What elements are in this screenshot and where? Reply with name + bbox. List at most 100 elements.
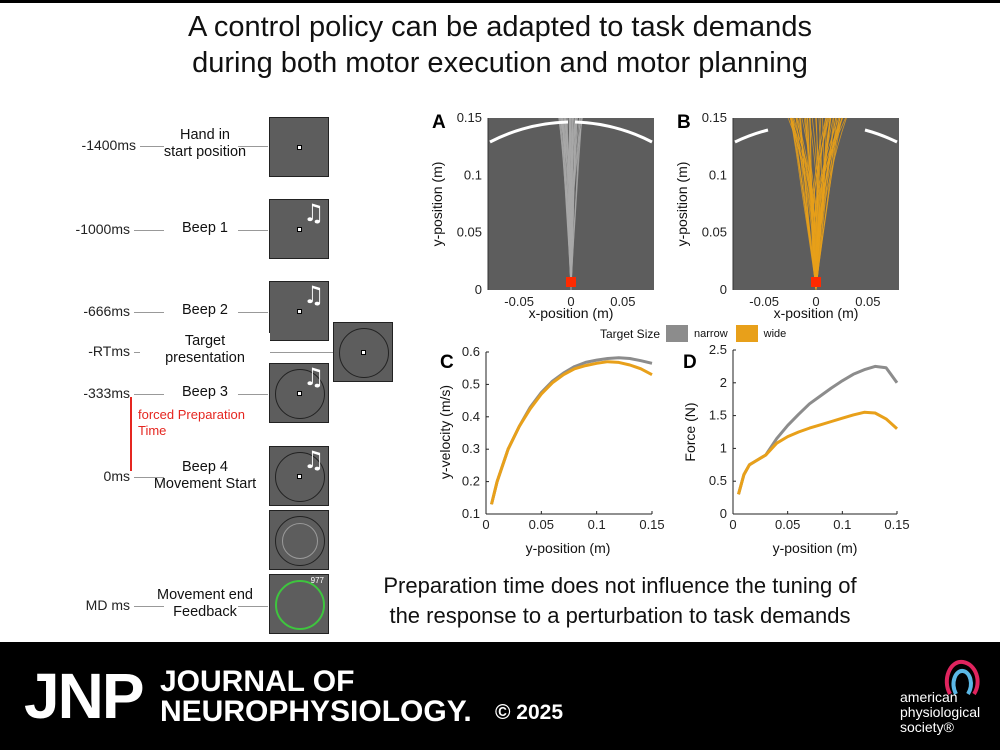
forced-prep-line1: forced Preparation [138, 407, 245, 422]
cursor-path-ring [282, 523, 318, 559]
music-note-icon: ♫ [303, 199, 325, 227]
forced-prep-bracket [130, 397, 132, 471]
x-tick-label: 0.15 [639, 517, 664, 532]
legend-title: Target Size [600, 326, 661, 341]
trajectory-trace [815, 117, 831, 291]
screen-movement [269, 510, 329, 570]
event-target-presentation: Target presentation [140, 333, 270, 367]
screen-beep-1: ♫ [269, 199, 329, 259]
figure-title-line-2: during both motor execution and motor pl… [192, 47, 808, 79]
y-tick-label: 0.1 [464, 167, 482, 182]
y-tick-label: 0.05 [457, 225, 482, 240]
time-label-0: 0ms [103, 468, 130, 484]
copyright-notice: © 2025 [495, 701, 564, 724]
event-label-line2: start position [163, 144, 247, 160]
figure-title-line-1: A control policy can be adapted to task … [188, 11, 812, 43]
feedback-ring [275, 580, 325, 630]
trajectory-trace [790, 117, 817, 291]
chart-b-target-arc-right [864, 128, 898, 144]
y-tick-label: 1.5 [709, 408, 727, 423]
chart-a-ticks: -0.05 0 0.05 0 0.05 0.1 0.15 [457, 110, 636, 309]
legend-label-wide: wide [763, 327, 787, 340]
y-tick-label: 0 [720, 282, 727, 297]
x-tick-label: 0.1 [833, 517, 851, 532]
time-label-333: -333ms [83, 385, 130, 401]
time-label-md: MD ms [85, 597, 130, 613]
timeline-tick [238, 312, 268, 313]
target-ring [339, 328, 389, 378]
timeline-tick [140, 146, 164, 147]
chart-b-target-arc-left [734, 128, 769, 144]
x-tick-label: 0 [812, 294, 819, 309]
y-tick-label: 1 [720, 440, 727, 455]
chart-d-ylabel: Force (N) [682, 402, 698, 461]
start-dot [297, 227, 302, 232]
start-dot [297, 474, 302, 479]
timeline-tick [134, 606, 164, 607]
y-tick-label: 0.2 [462, 474, 480, 489]
music-note-icon: ♫ [303, 446, 325, 474]
x-tick-label: 0 [567, 294, 574, 309]
screen-beep-3: ♫ [269, 363, 329, 423]
y-tick-label: 0.3 [462, 441, 480, 456]
chart-b-xlabel: x-position (m) [774, 305, 859, 321]
conclusion-line-1: Preparation time does not influence the … [383, 573, 857, 598]
music-note-icon: ♫ [303, 281, 325, 309]
x-tick-label: 0.05 [529, 517, 554, 532]
event-hand-in-start: Hand in start position [140, 127, 270, 161]
journal-footer: JNP JOURNAL OF NEUROPHYSIOLOGY. © 2025 a… [0, 642, 1000, 750]
time-label-1000: -1000ms [75, 221, 130, 237]
event-beep-2: Beep 2 [182, 302, 228, 318]
chart-a-start-marker [566, 277, 576, 287]
event-beep-1: Beep 1 [182, 220, 228, 236]
legend-swatch-narrow [666, 325, 689, 342]
y-tick-label: 0.5 [709, 473, 727, 488]
y-tick-label: 0.1 [462, 506, 480, 521]
jnp-logo: JNP [24, 660, 144, 732]
journal-name: JOURNAL OF NEUROPHYSIOLOGY. [160, 667, 472, 727]
screen-beep-2: ♫ [269, 281, 329, 341]
x-tick-label: -0.05 [749, 294, 779, 309]
timeline-tick [238, 606, 268, 607]
chart-c-velocity: 0 0.05 0.1 0.15 0.1 0.2 0.3 0.4 0.5 0.6 y-positio… [437, 344, 665, 556]
event-label-line2: Movement Start [153, 476, 257, 492]
trajectory-trace [815, 117, 838, 291]
legend-label-narrow: narrow [694, 327, 728, 340]
x-tick-label: 0.05 [775, 517, 800, 532]
y-tick-label: 0 [475, 282, 482, 297]
aps-line1: american [900, 689, 958, 705]
aps-name: american physiological society® [900, 690, 990, 735]
trajectory-trace [570, 117, 574, 291]
chart-c-xlabel: y-position (m) [526, 540, 611, 556]
event-beep-4: Beep 4 Movement Start [140, 459, 270, 493]
event-label-line1: Movement end [157, 587, 253, 603]
journal-name-line2: NEUROPHYSIOLOGY. [160, 695, 472, 728]
event-beep-3: Beep 3 [182, 384, 228, 400]
target-ring [275, 452, 325, 502]
timeline-tick [238, 394, 268, 395]
start-dot [297, 309, 302, 314]
chart-b-ticks: -0.05 0 0.05 0 0.05 0.1 0.15 [702, 110, 881, 309]
journal-name-line1: JOURNAL OF [160, 665, 355, 698]
y-tick-label: 0.05 [702, 225, 727, 240]
chart-a-ylabel: y-position (m) [429, 162, 445, 247]
y-tick-label: 0.4 [462, 409, 480, 424]
x-tick-label: -0.05 [504, 294, 534, 309]
legend-target-size: Target Size narrow wide [600, 325, 794, 342]
music-note-icon: ♫ [303, 363, 325, 391]
screen-feedback: 977 [269, 574, 329, 634]
chart-d-xlabel: y-position (m) [773, 540, 858, 556]
chart-a-traces [558, 117, 583, 291]
event-label-line1: Hand in [180, 127, 230, 143]
event-label-line1: Beep 4 [182, 459, 228, 475]
x-tick-label: 0.05 [855, 294, 880, 309]
forced-prep-line2: Time [138, 423, 167, 438]
x-tick-label: 0.15 [884, 517, 909, 532]
x-tick-label: 0.05 [610, 294, 635, 309]
x-tick-label: 0 [482, 517, 489, 532]
aps-line2: physiological [900, 704, 981, 720]
screen-target-presentation [333, 322, 393, 382]
event-label-line2: Feedback [173, 604, 237, 620]
start-dot [297, 145, 302, 150]
